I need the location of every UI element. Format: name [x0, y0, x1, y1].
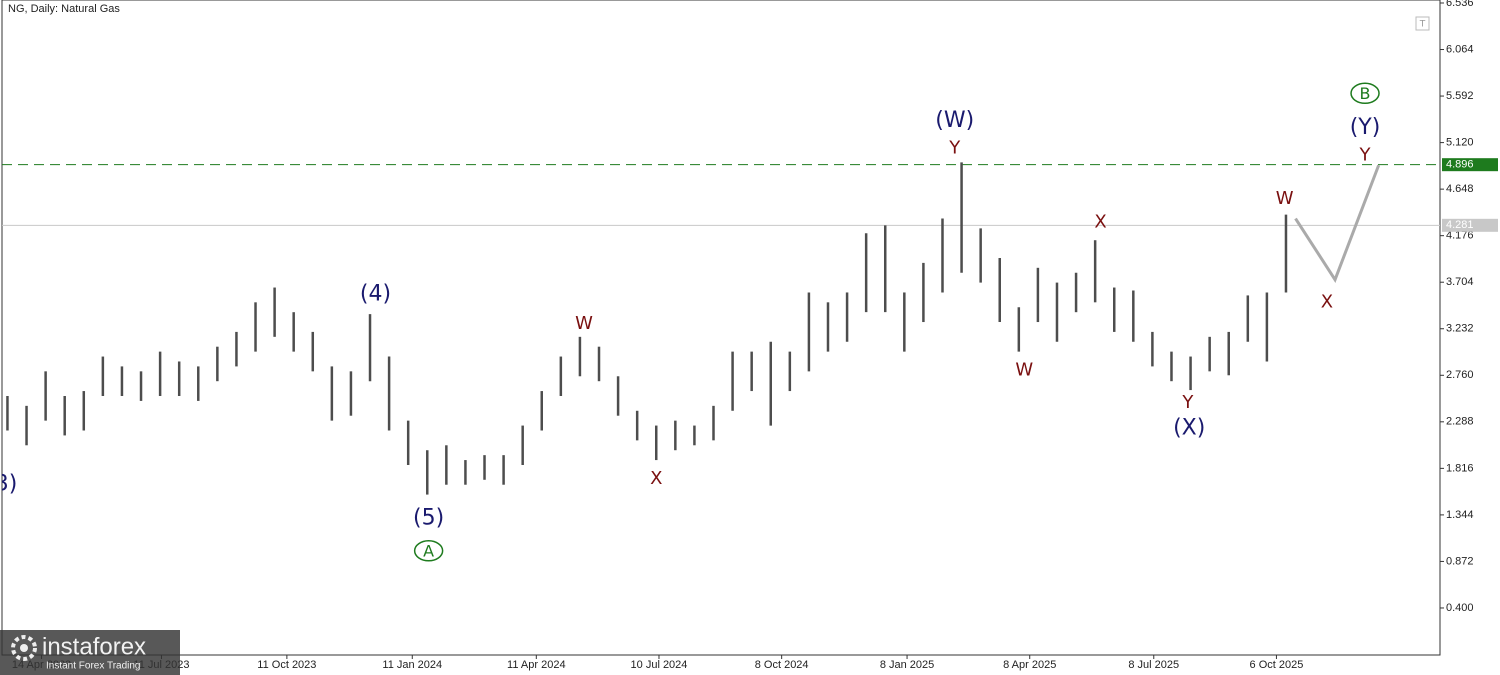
x-tick-label: 8 Apr 2025	[1003, 659, 1056, 671]
wave-label: A	[423, 541, 434, 560]
x-tick-label: 11 Jan 2024	[382, 659, 442, 671]
price-label: 4.281	[1446, 219, 1474, 231]
y-tick-label: 5.592	[1446, 90, 1474, 102]
y-tick-label: 2.288	[1446, 416, 1474, 428]
wave-label: (X)	[1173, 416, 1205, 441]
x-tick-label: 8 Jul 2025	[1128, 659, 1179, 671]
watermark: instaforex Instant Forex Trading	[0, 630, 180, 675]
projection-line	[1294, 164, 1381, 283]
x-tick-label: 8 Jan 2025	[880, 659, 934, 671]
wave-label: (Y)	[1350, 115, 1381, 140]
toolbar-icon-glyph: T	[1419, 20, 1426, 30]
wave-circle	[413, 540, 444, 562]
toolbar-icon[interactable]	[1415, 16, 1430, 31]
y-tick-label: 1.816	[1446, 462, 1474, 474]
logo-gear	[11, 635, 37, 661]
plot-frame	[1, 0, 1441, 656]
wave-label: 3)	[0, 472, 17, 497]
y-tick-label: 3.232	[1446, 323, 1474, 335]
y-tick-label: 2.760	[1446, 369, 1474, 381]
wave-label: Y	[1359, 144, 1372, 165]
x-tick-label: 11 Apr 2024	[507, 659, 566, 671]
wave-label: X	[650, 468, 662, 489]
y-tick-label: 0.400	[1446, 602, 1474, 614]
x-tick-label: 8 Oct 2024	[755, 659, 809, 671]
y-tick-label: 3.704	[1446, 276, 1474, 288]
wave-label: (5)	[413, 505, 444, 530]
wave-label: W	[1015, 359, 1033, 380]
logo-hub	[20, 644, 28, 652]
x-tick-label: 11 Oct 2023	[257, 659, 316, 671]
y-tick-label: 6.064	[1446, 43, 1474, 55]
plot-area: 3) (4) (5) A W X Y (W) W X Y (X) W X Y (Y) B	[0, 82, 1440, 562]
x-tick-label: 10 Jul 2024	[631, 659, 688, 671]
price-label-bg	[1442, 158, 1498, 172]
y-tick-label: 6.536	[1446, 0, 1474, 9]
wave-label: Y	[1181, 392, 1194, 413]
wave-label: W	[1276, 188, 1294, 209]
wave-circle	[1350, 82, 1380, 105]
wave-label: W	[575, 313, 593, 334]
watermark-brand: instaforex	[42, 633, 146, 660]
wave-label: Y	[948, 138, 961, 159]
wave-label: X	[1321, 291, 1333, 312]
wave-label: B	[1360, 84, 1371, 103]
y-tick-label: 4.648	[1446, 183, 1474, 195]
y-tick-label: 4.176	[1446, 230, 1474, 242]
wave-label: (4)	[360, 281, 391, 306]
chart-title: NG, Daily: Natural Gas	[8, 3, 120, 15]
y-tick-label: 1.344	[1446, 509, 1474, 521]
x-tick-label: 6 Oct 2025	[1250, 659, 1304, 671]
price-label: 4.896	[1446, 159, 1474, 171]
watermark-tagline: Instant Forex Trading	[46, 661, 141, 672]
price-label-bg	[1442, 218, 1498, 232]
y-tick-label: 5.120	[1446, 137, 1474, 149]
wave-label: (W)	[935, 108, 974, 133]
wave-label: X	[1094, 211, 1106, 232]
y-tick-label: 0.872	[1446, 555, 1474, 567]
